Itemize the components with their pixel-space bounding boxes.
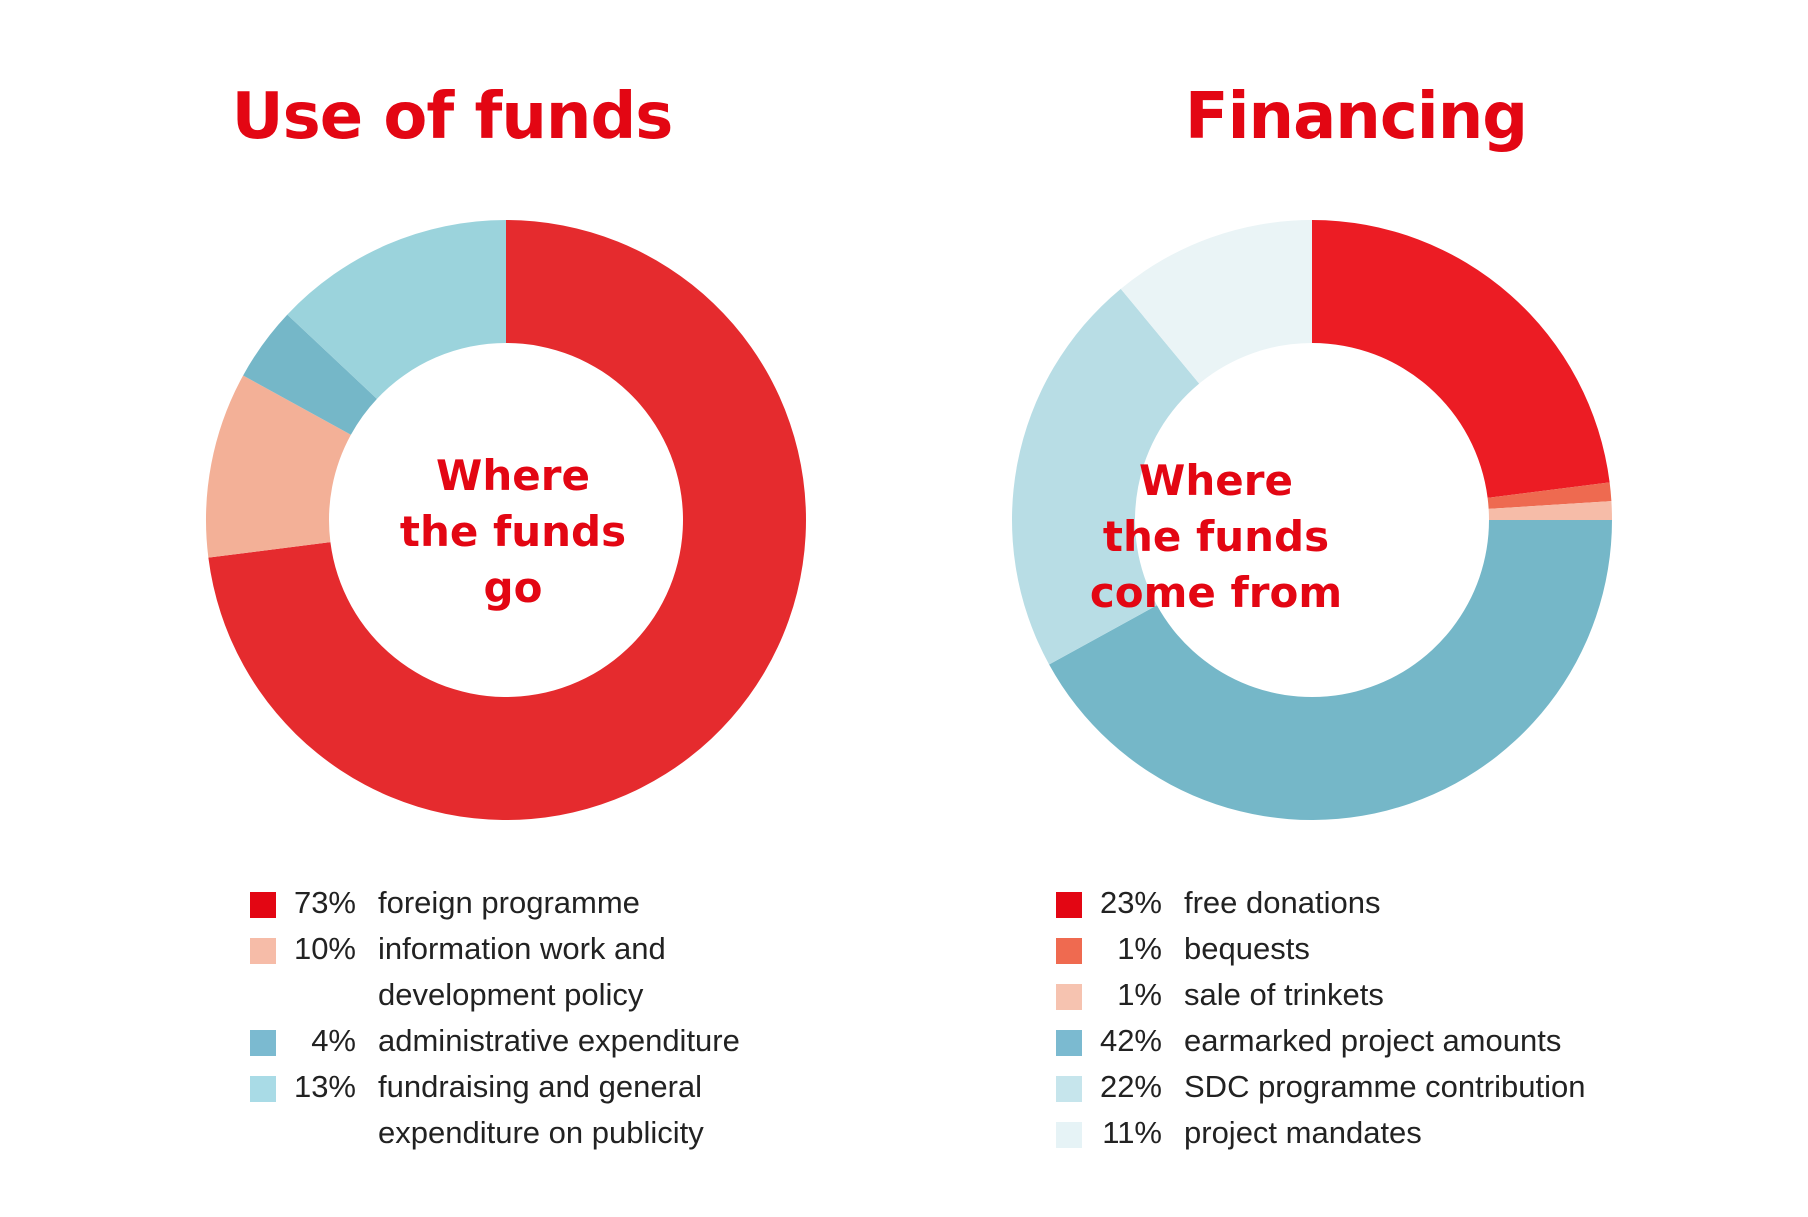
legend-item: 10% information work and development pol… [250, 926, 798, 1018]
legend-percent: 42% [1099, 1023, 1162, 1058]
legend-item: 11% project mandates [1056, 1110, 1585, 1156]
legend-item: 1% sale of trinkets [1056, 972, 1585, 1018]
legend-label: sale of trinkets [1184, 977, 1384, 1012]
legend-swatch [1056, 938, 1082, 964]
legend-label: earmarked project amounts [1184, 1023, 1562, 1058]
center-label-line: the funds [399, 507, 627, 556]
donut-chart-financing [1012, 220, 1612, 820]
legend-item: 73% foreign programme [250, 880, 798, 926]
legend-swatch [250, 938, 276, 964]
legend-label: information work and development policy [378, 931, 666, 1012]
legend-swatch [250, 1076, 276, 1102]
center-label-line: come from [1089, 568, 1343, 617]
center-label-line: Where [1139, 456, 1293, 505]
slice-information-work-and-development-policy [206, 375, 351, 558]
slice-administrative-expenditure [243, 314, 377, 435]
legend-item: 4% administrative expenditure [250, 1018, 798, 1064]
legend-percent: 73% [293, 885, 356, 920]
legend-percent: 4% [311, 1023, 356, 1058]
legend-swatch [1056, 1030, 1082, 1056]
legend-percent: 10% [293, 931, 356, 966]
financing-panel: Financing Where the funds come from 23% … [904, 0, 1808, 1217]
center-label-line: the funds [1102, 512, 1330, 561]
center-label-financing: Where the funds come from [1066, 453, 1366, 621]
chart-title-financing: Financing [1184, 80, 1528, 154]
slice-bequests [1487, 482, 1612, 509]
legend-label: SDC programme contribution [1184, 1069, 1586, 1104]
use-of-funds-panel: Use of funds Where the funds go 73% fore… [206, 80, 806, 1156]
slice-free-donations [1312, 220, 1610, 498]
center-label-line: Where [436, 451, 590, 500]
legend-label: foreign programme [378, 885, 640, 920]
legend-swatch [250, 892, 276, 918]
legend-swatch [1056, 1076, 1082, 1102]
legend-label: administrative expenditure [378, 1023, 740, 1058]
legend-item: 42% earmarked project amounts [1056, 1018, 1585, 1064]
slice-sdc-programme-contribution [1012, 288, 1200, 665]
legend-percent: 1% [1117, 977, 1162, 1012]
slice-fundraising-and-general-expenditure-on-publicity [287, 220, 506, 399]
chart-title-use-of-funds: Use of funds [231, 80, 674, 154]
legend-percent: 13% [293, 1069, 356, 1104]
legend-label: free donations [1184, 885, 1381, 920]
legend-percent: 23% [1099, 885, 1162, 920]
legend-financing: 23% free donations 1% bequests 1% sale o… [1056, 880, 1585, 1156]
legend-swatch [1056, 1122, 1082, 1148]
slice-sale-of-trinkets [1488, 501, 1612, 520]
legend-percent: 1% [1117, 931, 1162, 966]
legend-item: 23% free donations [1056, 880, 1585, 926]
legend-label: bequests [1184, 931, 1310, 966]
legend-swatch [1056, 984, 1082, 1010]
slice-earmarked-project-amounts [1049, 520, 1612, 820]
legend-item: 1% bequests [1056, 926, 1585, 972]
donut-chart-use-of-funds [206, 220, 806, 820]
legend-swatch [1056, 892, 1082, 918]
center-label-use-of-funds: Where the funds go [363, 448, 663, 616]
legend-item: 13% fundraising and general expenditure … [250, 1064, 798, 1156]
legend-label: project mandates [1184, 1115, 1422, 1150]
center-label-line: go [483, 563, 543, 612]
legend-item: 22% SDC programme contribution [1056, 1064, 1585, 1110]
slice-project-mandates [1120, 220, 1312, 384]
legend-use-of-funds: 73% foreign programme 10% information wo… [250, 880, 798, 1156]
legend-percent: 22% [1099, 1069, 1162, 1104]
legend-percent: 11% [1102, 1115, 1162, 1150]
slice-foreign-programme [208, 220, 806, 820]
legend-swatch [250, 1030, 276, 1056]
legend-label: fundraising and general expenditure on p… [378, 1069, 704, 1150]
